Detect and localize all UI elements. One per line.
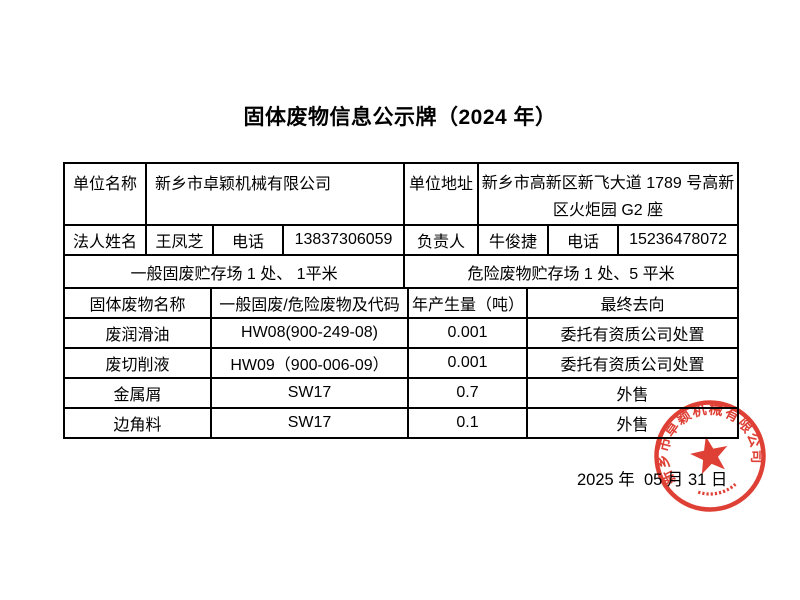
waste-amount-cell: 0.001 <box>407 317 528 349</box>
waste-code-cell: SW17 <box>210 407 409 439</box>
table-row: 废切削液 HW09（900-006-09） 0.001 委托有资质公司处置 <box>63 347 739 379</box>
manager-phone-label: 电话 <box>547 224 620 256</box>
legal-person-value: 王凤芝 <box>145 224 214 256</box>
waste-amount-header: 年产生量（吨） <box>407 287 528 319</box>
waste-amount-cell: 0.1 <box>407 407 528 439</box>
seal-micro-text-arc <box>696 482 739 499</box>
waste-destination-cell: 委托有资质公司处置 <box>526 347 739 379</box>
waste-name-cell: 金属屑 <box>63 377 212 409</box>
table-row: 金属屑 SW17 0.7 外售 <box>63 377 739 409</box>
manager-phone-value: 15236478072 <box>617 224 740 256</box>
seal-ring <box>654 400 766 512</box>
seal-star-icon <box>690 436 728 475</box>
waste-code-cell: SW17 <box>210 377 409 409</box>
waste-list-table: 固体废物名称 一般固废/危险废物及代码 年产生量（吨） 最终去向 废润滑油 HW… <box>63 287 739 439</box>
company-seal: 新乡市卓颖机械有限公司 <box>640 386 780 526</box>
waste-name-cell: 边角料 <box>63 407 212 439</box>
legal-person-label: 法人姓名 <box>63 224 147 256</box>
waste-amount-cell: 0.7 <box>407 377 528 409</box>
unit-address-value: 新乡市高新区新飞大道 1789 号高新区火炬园 G2 座 <box>477 162 740 226</box>
manager-value: 牛俊捷 <box>477 224 550 256</box>
waste-header-row: 固体废物名称 一般固废/危险废物及代码 年产生量（吨） 最终去向 <box>63 287 739 319</box>
hazard-storage-note: 危险废物贮存场 1 处、5 平米 <box>403 254 740 289</box>
unit-name-value: 新乡市卓颖机械有限公司 <box>144 162 406 226</box>
unit-name-label: 单位名称 <box>63 162 147 226</box>
page-title: 固体废物信息公示牌（2024 年） <box>243 106 557 129</box>
legal-phone-value: 13837306059 <box>281 224 406 256</box>
unit-address-label: 单位地址 <box>403 162 480 226</box>
waste-code-cell: HW08(900-249-08) <box>210 317 409 349</box>
waste-destination-cell: 外售 <box>526 407 739 439</box>
general-storage-note: 一般固废贮存场 1 处、 1平米 <box>62 254 406 289</box>
waste-name-cell: 废切削液 <box>63 347 212 379</box>
issue-date: 2025 年 05 月 31 日 <box>577 471 728 489</box>
table-row: 废润滑油 HW08(900-249-08) 0.001 委托有资质公司处置 <box>63 317 739 349</box>
info-table-section: 单位名称 新乡市卓颖机械有限公司 单位地址 新乡市高新区新飞大道 1789 号高… <box>62 162 740 439</box>
company-info-table: 单位名称 新乡市卓颖机械有限公司 单位地址 新乡市高新区新飞大道 1789 号高… <box>62 162 740 289</box>
legal-phone-label: 电话 <box>212 224 284 256</box>
waste-code-header: 一般固废/危险废物及代码 <box>210 287 409 319</box>
waste-code-cell: HW09（900-006-09） <box>210 347 409 379</box>
waste-amount-cell: 0.001 <box>407 347 528 379</box>
waste-destination-cell: 委托有资质公司处置 <box>526 317 739 349</box>
waste-name-header: 固体废物名称 <box>63 287 212 319</box>
table-row: 边角料 SW17 0.1 外售 <box>63 407 739 439</box>
manager-label: 负责人 <box>403 224 480 256</box>
waste-destination-header: 最终去向 <box>526 287 739 319</box>
waste-name-cell: 废润滑油 <box>63 317 212 349</box>
